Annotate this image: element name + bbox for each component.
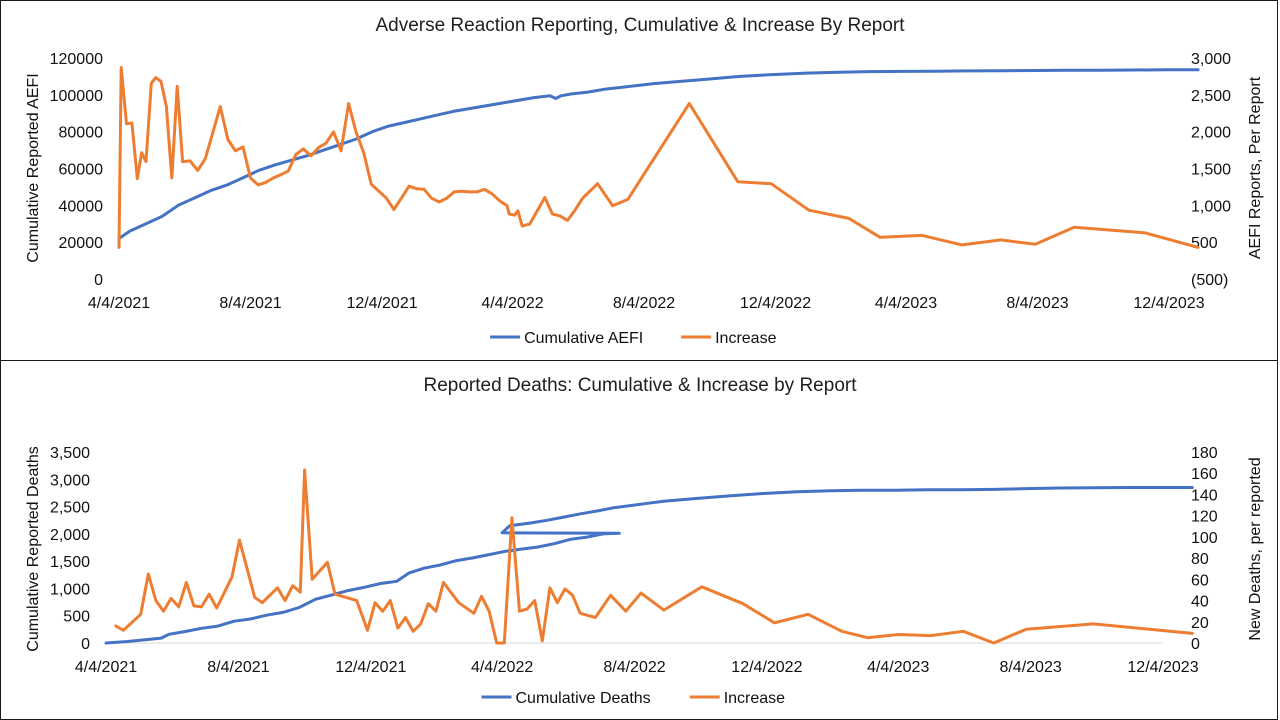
deaths-right-tick-label: 120 bbox=[1191, 509, 1218, 526]
aefi-chart-title: Adverse Reaction Reporting, Cumulative &… bbox=[375, 15, 905, 36]
deaths-x-tick-label: 4/4/2023 bbox=[867, 659, 929, 676]
aefi-legend: Cumulative AEFI Increase bbox=[490, 330, 777, 347]
deaths-x-tick-label: 8/4/2022 bbox=[603, 659, 665, 676]
aefi-x-ticks: 4/4/2021 8/4/2021 12/4/2021 4/4/2022 8/4/202… bbox=[88, 295, 1205, 312]
deaths-x-tick-label: 12/4/2021 bbox=[335, 659, 406, 676]
aefi-series-cumulative-aefi-line bbox=[117, 68, 1200, 240]
aefi-chart-panel: Adverse Reaction Reporting, Cumulative &… bbox=[0, 0, 1278, 361]
deaths-x-ticks: 4/4/2021 8/4/2021 12/4/2021 4/4/2022 8/4/202… bbox=[75, 659, 1199, 676]
deaths-right-tick-label: 60 bbox=[1191, 572, 1209, 589]
deaths-right-tick-label: 100 bbox=[1191, 530, 1218, 547]
deaths-legend-label: Increase bbox=[724, 690, 785, 707]
aefi-right-tick-label: (500) bbox=[1191, 272, 1228, 289]
deaths-x-tick-label: 4/4/2021 bbox=[75, 659, 137, 676]
aefi-x-tick-label: 8/4/2022 bbox=[613, 295, 675, 312]
deaths-legend-label: Cumulative Deaths bbox=[516, 690, 651, 707]
deaths-right-tick-label: 180 bbox=[1191, 445, 1218, 462]
deaths-right-axis-label: New Deaths, per reported bbox=[1247, 457, 1264, 640]
deaths-left-tick-label: 500 bbox=[63, 609, 90, 626]
deaths-right-ticks: 0 20 40 60 80 100 120 140 160 180 bbox=[1191, 445, 1218, 653]
deaths-left-tick-label: 0 bbox=[81, 636, 90, 653]
aefi-left-axis-label: Cumulative Reported AEFI bbox=[25, 73, 42, 262]
deaths-left-tick-label: 1,000 bbox=[50, 581, 90, 598]
aefi-legend-label: Cumulative AEFI bbox=[524, 330, 643, 347]
deaths-right-tick-label: 40 bbox=[1191, 594, 1209, 611]
deaths-left-axis-label: Cumulative Reported Deaths bbox=[25, 446, 42, 651]
deaths-series-cumulative-deaths-line bbox=[104, 486, 1194, 645]
deaths-left-tick-label: 2,500 bbox=[50, 500, 90, 517]
deaths-left-tick-label: 3,500 bbox=[50, 445, 90, 462]
aefi-left-tick-label: 80000 bbox=[59, 125, 104, 142]
aefi-right-tick-label: 2,000 bbox=[1191, 125, 1231, 142]
deaths-plot-area bbox=[104, 468, 1194, 645]
deaths-left-ticks: 0 500 1,000 1,500 2,000 2,500 3,000 3,500 bbox=[50, 445, 90, 653]
aefi-x-tick-label: 4/4/2023 bbox=[875, 295, 937, 312]
aefi-left-tick-label: 120000 bbox=[50, 51, 103, 68]
aefi-x-tick-label: 8/4/2023 bbox=[1006, 295, 1068, 312]
deaths-chart-svg: Reported Deaths: Cumulative & Increase b… bbox=[25, 375, 1264, 707]
aefi-series-increase-line bbox=[117, 66, 1200, 249]
aefi-left-tick-label: 100000 bbox=[50, 88, 103, 105]
aefi-x-tick-label: 4/4/2021 bbox=[88, 295, 150, 312]
deaths-chart-panel: Reported Deaths: Cumulative & Increase b… bbox=[0, 360, 1278, 720]
deaths-x-tick-label: 8/4/2023 bbox=[999, 659, 1061, 676]
aefi-legend-label: Increase bbox=[715, 330, 776, 347]
aefi-x-tick-label: 4/4/2022 bbox=[481, 295, 543, 312]
aefi-right-tick-label: 500 bbox=[1191, 235, 1218, 252]
aefi-right-tick-label: 3,000 bbox=[1191, 51, 1231, 68]
aefi-x-tick-label: 12/4/2023 bbox=[1133, 295, 1204, 312]
aefi-chart-svg: Adverse Reaction Reporting, Cumulative &… bbox=[25, 15, 1264, 347]
aefi-x-tick-label: 12/4/2022 bbox=[740, 295, 811, 312]
deaths-chart-title: Reported Deaths: Cumulative & Increase b… bbox=[424, 375, 858, 396]
deaths-x-tick-label: 8/4/2021 bbox=[207, 659, 269, 676]
deaths-series-increase-line bbox=[114, 468, 1194, 645]
aefi-left-tick-label: 20000 bbox=[59, 235, 104, 252]
aefi-left-tick-label: 40000 bbox=[59, 198, 104, 215]
aefi-right-axis-label: AEFI Reports, Per Report bbox=[1247, 76, 1264, 259]
deaths-x-tick-label: 4/4/2022 bbox=[471, 659, 533, 676]
aefi-plot-area bbox=[117, 66, 1200, 249]
aefi-right-tick-label: 1,000 bbox=[1191, 198, 1231, 215]
aefi-left-ticks: 0 20000 40000 60000 80000 100000 120000 bbox=[50, 51, 103, 289]
aefi-left-tick-label: 60000 bbox=[59, 162, 104, 179]
deaths-right-tick-label: 0 bbox=[1191, 636, 1200, 653]
aefi-right-tick-label: 1,500 bbox=[1191, 162, 1231, 179]
deaths-right-tick-label: 80 bbox=[1191, 551, 1209, 568]
deaths-x-tick-label: 12/4/2023 bbox=[1127, 659, 1198, 676]
aefi-x-tick-label: 8/4/2021 bbox=[219, 295, 281, 312]
aefi-x-tick-label: 12/4/2021 bbox=[346, 295, 417, 312]
aefi-left-tick-label: 0 bbox=[94, 272, 103, 289]
deaths-left-tick-label: 2,000 bbox=[50, 527, 90, 544]
deaths-right-tick-label: 140 bbox=[1191, 487, 1218, 504]
aefi-right-tick-label: 2,500 bbox=[1191, 88, 1231, 105]
deaths-right-tick-label: 160 bbox=[1191, 466, 1218, 483]
aefi-right-ticks: (500) 500 1,000 1,500 2,000 2,500 3,000 bbox=[1191, 51, 1231, 289]
deaths-left-tick-label: 3,000 bbox=[50, 472, 90, 489]
deaths-x-tick-label: 12/4/2022 bbox=[731, 659, 802, 676]
deaths-left-tick-label: 1,500 bbox=[50, 554, 90, 571]
deaths-legend: Cumulative Deaths Increase bbox=[481, 690, 785, 707]
deaths-right-tick-label: 20 bbox=[1191, 615, 1209, 632]
